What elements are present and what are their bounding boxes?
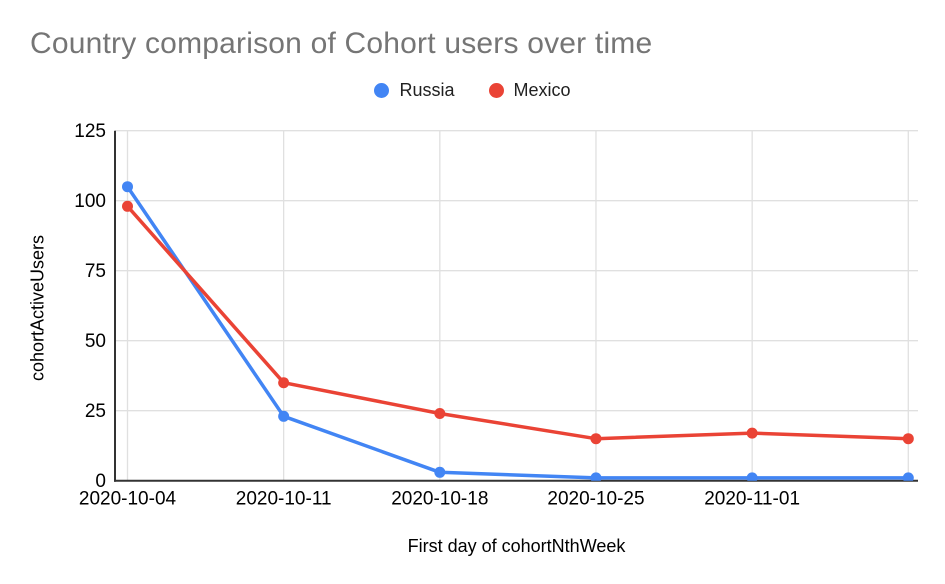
x-tick-label: 2020-11-01 (704, 489, 800, 510)
data-point[interactable] (122, 181, 133, 193)
legend-item-mexico[interactable]: Mexico (488, 79, 571, 101)
x-axis-title: First day of cohortNthWeek (407, 536, 626, 556)
series-russia (122, 181, 914, 483)
russia-series-dot-icon (374, 82, 390, 98)
data-point[interactable] (746, 427, 758, 439)
x-tick-label: 2020-10-25 (547, 489, 644, 510)
series-line (125, 184, 911, 480)
data-point[interactable] (746, 472, 758, 483)
legend-label-mexico: Mexico (513, 79, 571, 100)
data-point[interactable] (278, 377, 290, 389)
legend: Russia Mexico (0, 80, 945, 100)
data-point[interactable] (590, 472, 602, 483)
y-tick-label: 125 (74, 121, 106, 142)
data-point[interactable] (122, 200, 133, 212)
y-tick-label: 50 (85, 331, 106, 352)
data-point[interactable] (434, 408, 446, 419)
y-tick-label: 75 (85, 261, 106, 282)
y-tick-label: 25 (85, 401, 106, 422)
y-tick-label: 100 (74, 191, 106, 212)
legend-item-russia[interactable]: Russia (374, 79, 455, 101)
data-point[interactable] (590, 433, 602, 445)
data-point[interactable] (902, 472, 914, 483)
mexico-series-dot-icon (488, 82, 504, 98)
data-point[interactable] (434, 466, 446, 478)
series-mexico (122, 200, 914, 445)
y-tick-label: 0 (95, 471, 106, 492)
data-point[interactable] (902, 433, 914, 445)
x-tick-label: 2020-10-18 (391, 489, 488, 510)
chart-title: Country comparison of Cohort users over … (30, 27, 653, 60)
data-point[interactable] (278, 410, 290, 422)
x-tick-label: 2020-10-04 (79, 489, 177, 510)
series-line (125, 204, 911, 441)
legend-label-russia: Russia (399, 79, 455, 100)
x-tick-label: 2020-10-11 (236, 489, 332, 510)
